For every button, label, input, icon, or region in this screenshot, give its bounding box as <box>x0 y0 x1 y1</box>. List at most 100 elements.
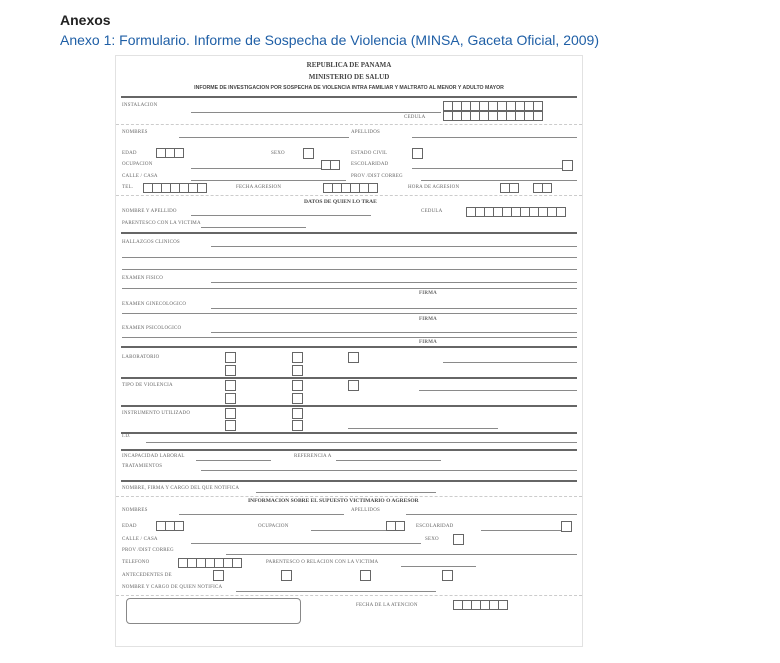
label-examen-psicologico: EXAMEN PSICOLOGICO <box>122 326 182 331</box>
field-line <box>421 180 577 181</box>
edad-boxes <box>156 148 184 158</box>
checkbox <box>225 408 236 419</box>
box-cell <box>533 111 543 121</box>
label-agresor-prov: PROV /DIST CORREG <box>122 548 174 553</box>
violence-report-form-image: REPUBLICA DE PANAMA MINISTERIO DE SALUD … <box>115 55 583 647</box>
checkbox <box>292 393 303 404</box>
divider <box>121 432 577 434</box>
agresor-telefono-boxes <box>178 558 242 568</box>
cedula-trae-boxes <box>466 207 566 217</box>
field-line <box>122 257 577 258</box>
checkbox <box>292 408 303 419</box>
label-prov: PROV /DIST CORREG <box>351 174 403 179</box>
field-line <box>201 227 306 228</box>
checkbox <box>225 420 236 431</box>
divider <box>116 124 582 125</box>
label-sexo: SEXO <box>271 151 285 156</box>
distribution-box <box>126 598 301 624</box>
checkbox <box>442 570 453 581</box>
field-line <box>211 282 577 283</box>
divider <box>121 405 577 407</box>
divider <box>116 496 582 497</box>
box-cell <box>232 558 242 568</box>
field-line <box>348 428 498 429</box>
label-cedula: CEDULA <box>404 115 426 120</box>
field-line <box>122 288 577 289</box>
field-line <box>211 246 577 247</box>
label-antecedentes: ANTECEDENTES DE <box>122 573 172 578</box>
label-agresor-escolaridad: ESCOLARIDAD <box>416 524 454 529</box>
label-instrumento: INSTRUMENTO UTILIZADO <box>122 411 191 416</box>
sexo-box <box>303 148 314 159</box>
box-cell <box>174 521 184 531</box>
form-header-ministry: MINISTERIO DE SALUD <box>308 73 390 81</box>
hora-boxes <box>500 183 519 193</box>
divider <box>121 96 577 98</box>
field-line <box>481 530 561 531</box>
label-agresor-calle: CALLE / CASA <box>122 537 158 542</box>
label-ocupacion: OCUPACION <box>122 162 153 167</box>
label-referencia: REFERENCIA A <box>294 454 332 459</box>
field-line <box>179 137 349 138</box>
label-tipo-violencia: TIPO DE VIOLENCIA <box>122 383 173 388</box>
label-tel: TEL. <box>122 185 134 190</box>
annex-caption: Anexo 1: Formulario. Informe de Sospecha… <box>60 32 600 48</box>
label-incapacidad: INCAPACIDAD LABORAL <box>122 454 185 459</box>
field-line <box>412 168 562 169</box>
field-line <box>122 313 577 314</box>
agresor-escolaridad-box <box>561 521 572 532</box>
field-line <box>226 554 577 555</box>
checkbox <box>213 570 224 581</box>
checkbox <box>292 365 303 376</box>
estado-civil-box <box>412 148 423 159</box>
label-agresor-ocupacion: OCUPACION <box>258 524 289 529</box>
label-firma: FIRMA <box>419 317 437 322</box>
box-cell <box>330 160 340 170</box>
field-line <box>401 566 476 567</box>
box-cell <box>533 101 543 111</box>
label-nombre-trae: NOMBRE Y APELLIDO <box>122 209 177 214</box>
label-firma: FIRMA <box>419 340 437 345</box>
instalacion-boxes <box>443 101 543 111</box>
minuto-boxes <box>533 183 552 193</box>
label-agresor-notifica: NOMBRE Y CARGO DE QUIEN NOTIFICA <box>122 585 223 590</box>
box-cell <box>197 183 207 193</box>
box-cell <box>368 183 378 193</box>
label-agresor-telefono: TELEFONO <box>122 560 150 565</box>
field-line <box>419 390 577 391</box>
label-edad: EDAD <box>122 151 137 156</box>
label-calle: CALLE / CASA <box>122 174 158 179</box>
label-estado-civil: ESTADO CIVIL <box>351 151 388 156</box>
label-examen-ginecologico: EXAMEN GINECOLOGICO <box>122 302 187 307</box>
divider <box>121 449 577 451</box>
label-notifica: NOMBRE, FIRMA Y CARGO DEL QUE NOTIFICA <box>122 486 240 491</box>
label-fecha-agresion: FECHA AGRESION <box>236 185 282 190</box>
section-aggressor: INFORMACION SOBRE EL SUPUESTO VICTIMARIO… <box>248 498 419 504</box>
field-line <box>336 460 441 461</box>
label-examen-fisico: EXAMEN FISICO <box>122 276 164 281</box>
fecha-agresion-boxes <box>323 183 378 193</box>
label-id: I.D. <box>122 434 131 439</box>
label-firma: FIRMA <box>419 291 437 296</box>
label-parentesco: PARENTESCO CON LA VICTIMA <box>122 221 201 226</box>
agresor-sexo-box <box>453 534 464 545</box>
divider <box>121 232 577 234</box>
checkbox <box>292 380 303 391</box>
section-brought-by: DATOS DE QUIEN LO TRAE <box>304 199 377 205</box>
ocupacion-boxes <box>321 160 340 170</box>
checkbox <box>292 420 303 431</box>
label-instalacion: INSTALACION <box>122 103 158 108</box>
box-cell <box>174 148 184 158</box>
field-line <box>146 442 577 443</box>
field-line <box>443 362 577 363</box>
field-line <box>256 492 436 493</box>
field-line <box>122 269 577 270</box>
form-header-title: INFORME DE INVESTIGACION POR SOSPECHA DE… <box>194 85 504 91</box>
fecha-atencion-boxes <box>453 600 508 610</box>
agresor-edad-boxes <box>156 521 184 531</box>
checkbox <box>225 393 236 404</box>
field-line <box>191 112 441 113</box>
label-nombres: NOMBRES <box>122 130 148 135</box>
field-line <box>191 168 321 169</box>
divider <box>116 595 582 596</box>
